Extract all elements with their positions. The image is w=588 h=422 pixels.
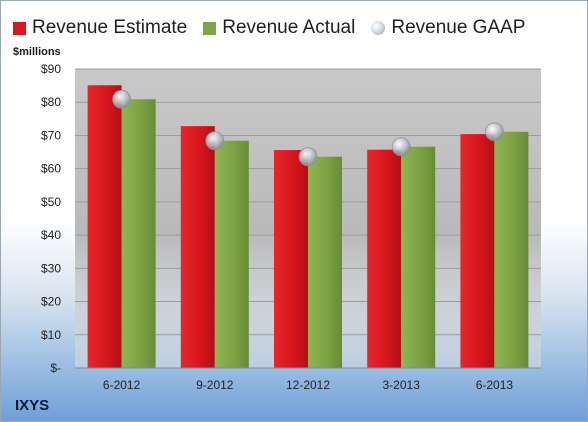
legend-swatch-actual — [203, 21, 217, 35]
legend-marker-gaap — [371, 21, 386, 35]
bar-actual — [308, 156, 342, 368]
gaap-marker — [391, 137, 411, 157]
y-tick-label: $90 — [41, 62, 61, 76]
x-axis-ticks: 6-2012 9-2012 12-2012 3-2013 6-2013 — [103, 378, 513, 392]
y-tick-label: $30 — [41, 261, 61, 275]
x-tick-label: 3-2013 — [383, 378, 421, 392]
bar-estimate — [180, 126, 215, 369]
y-tick-label: $80 — [41, 95, 61, 109]
legend-label-actual: Revenue Actual — [222, 17, 356, 38]
legend-swatch-estimate — [13, 21, 26, 35]
bar-actual — [121, 99, 156, 368]
legend-item-gaap: Revenue GAAP — [371, 17, 525, 39]
bars — [87, 85, 529, 369]
company-name: IXYS — [15, 397, 50, 414]
y-tick-label: $50 — [41, 195, 61, 209]
bar-estimate — [460, 134, 495, 368]
legend-item-estimate: Revenue Estimate — [13, 17, 187, 39]
bar-actual — [494, 131, 529, 368]
bar-estimate — [274, 150, 308, 368]
bar-actual — [214, 140, 249, 368]
y-tick-label: $- — [50, 361, 61, 375]
bar-estimate — [367, 149, 402, 368]
gaap-markers — [112, 89, 504, 167]
x-tick-label: 6-2013 — [476, 378, 514, 392]
gaap-marker — [484, 122, 504, 142]
x-tick-label: 9-2012 — [196, 378, 234, 392]
legend-label-estimate: Revenue Estimate — [32, 17, 188, 38]
gaap-marker — [298, 147, 318, 167]
y-tick-label: $60 — [41, 162, 61, 176]
y-tick-label: $20 — [41, 295, 61, 309]
x-tick-label: 12-2012 — [286, 378, 330, 392]
y-tick-label: $40 — [41, 228, 61, 242]
legend-item-actual: Revenue Actual — [203, 17, 355, 39]
x-tick-label: 6-2012 — [103, 378, 141, 392]
y-axis-ticks: $- $10 $20 $30 $40 $50 $60 $70 $80 $90 — [41, 62, 61, 375]
y-tick-label: $70 — [41, 128, 61, 142]
gaap-marker — [205, 131, 225, 151]
legend-label-gaap: Revenue GAAP — [391, 17, 526, 38]
y-tick-label: $10 — [41, 328, 61, 342]
legend: Revenue Estimate Revenue Actual Revenue … — [13, 15, 541, 41]
bar-actual — [401, 146, 436, 368]
bar-estimate — [87, 85, 122, 368]
y-unit-label: $millions — [13, 46, 61, 58]
gaap-marker — [112, 89, 131, 109]
